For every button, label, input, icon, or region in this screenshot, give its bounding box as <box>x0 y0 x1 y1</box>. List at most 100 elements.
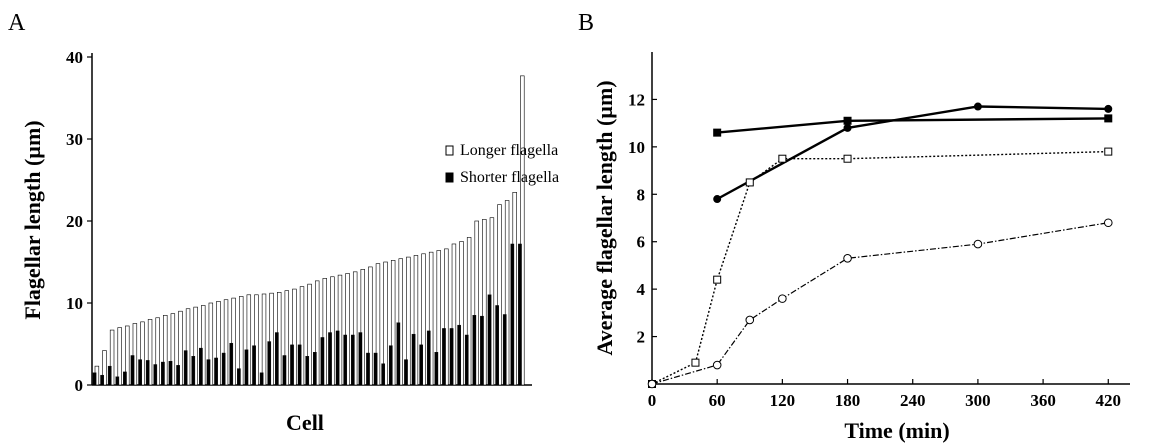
filled-square-marker <box>843 116 852 125</box>
bar-shorter-flagella <box>168 361 173 386</box>
panel-a-legend: Longer flagella Shorter flagella <box>445 142 559 186</box>
open-square-marker <box>691 358 700 367</box>
panel-b-x-tick-label: 300 <box>965 391 991 410</box>
bar-shorter-flagella <box>191 356 196 386</box>
panel-b-x-tick-label: 0 <box>648 391 657 410</box>
bar-shorter-flagella <box>396 322 401 386</box>
panel-a-y-tick-label: 0 <box>75 376 84 395</box>
bar-shorter-flagella <box>472 315 477 386</box>
bar-shorter-flagella <box>358 332 363 386</box>
bar-longer-flagella <box>132 323 138 386</box>
legend-open-square-icon <box>445 145 454 156</box>
bar-shorter-flagella <box>282 355 287 386</box>
filled-square-marker <box>1104 114 1113 123</box>
bar-shorter-flagella <box>449 328 454 386</box>
bar-shorter-flagella <box>411 333 416 386</box>
bar-shorter-flagella <box>426 330 431 386</box>
bar-shorter-flagella <box>92 372 97 386</box>
open-square-marker <box>713 275 722 284</box>
bar-longer-flagella <box>201 305 206 386</box>
bar-shorter-flagella <box>419 344 423 386</box>
panel-b-x-tick-label: 60 <box>709 391 726 410</box>
panel-b-y-tick-label: 2 <box>637 328 646 347</box>
bar-longer-flagella <box>117 327 122 386</box>
bar-longer-flagella <box>482 219 487 386</box>
bar-longer-flagella <box>125 325 130 386</box>
panel-a-y-tick-label: 30 <box>66 130 83 149</box>
bar-longer-flagella <box>428 251 434 386</box>
bar-shorter-flagella <box>442 328 446 386</box>
panel-a-bars <box>92 75 525 386</box>
bar-shorter-flagella <box>335 330 340 386</box>
bar-shorter-flagella <box>100 374 104 386</box>
bar-shorter-flagella <box>457 324 461 386</box>
bar-shorter-flagella <box>145 360 150 386</box>
bar-shorter-flagella <box>115 376 120 386</box>
panel-b-markers <box>647 102 1113 389</box>
bar-shorter-flagella <box>388 345 393 386</box>
bar-longer-flagella <box>246 294 252 386</box>
bar-shorter-flagella <box>343 334 348 386</box>
bar-longer-flagella <box>140 321 145 386</box>
bar-longer-flagella <box>368 266 373 386</box>
filled-circle-marker <box>973 102 982 111</box>
panel-b-lines <box>651 105 1109 385</box>
bar-longer-flagella <box>345 273 350 386</box>
bar-shorter-flagella <box>199 347 203 386</box>
open-circle-marker <box>1103 218 1113 228</box>
panel-b-x-tick-label: 180 <box>835 391 861 410</box>
open-square-marker <box>778 154 787 163</box>
open-circle-marker <box>973 239 983 249</box>
panel-b-letter: B <box>578 10 594 36</box>
bar-shorter-flagella <box>153 364 158 386</box>
bar-longer-flagella <box>102 350 107 386</box>
bar-longer-flagella <box>193 306 198 386</box>
panel-a-y-tick-label: 20 <box>66 212 83 231</box>
bar-shorter-flagella <box>237 368 241 386</box>
bar-longer-flagella <box>155 317 160 386</box>
open-square-marker <box>1104 147 1113 156</box>
bar-longer-flagella <box>497 204 502 386</box>
panel-b-x-tick-label: 120 <box>770 391 796 410</box>
bar-shorter-flagella <box>259 372 264 386</box>
bar-shorter-flagella <box>510 243 515 386</box>
legend-label-longer: Longer flagella <box>460 142 558 159</box>
bar-shorter-flagella <box>487 294 492 386</box>
bar-longer-flagella <box>421 253 426 386</box>
panel-b-y-axis-title: Average flagellar length (µm) <box>592 80 617 355</box>
bar-longer-flagella <box>163 314 168 386</box>
series-line-filled-circle <box>716 105 1109 201</box>
bar-longer-flagella <box>398 258 403 386</box>
bar-longer-flagella <box>360 269 365 386</box>
open-square-marker <box>745 178 754 187</box>
bar-longer-flagella <box>185 308 191 386</box>
bar-longer-flagella <box>239 296 244 386</box>
open-circle-marker <box>712 360 722 370</box>
open-square-marker <box>843 154 852 163</box>
panel-b-y-tick-label: 8 <box>637 185 646 204</box>
bar-shorter-flagella <box>107 365 112 386</box>
bar-shorter-flagella <box>381 363 386 386</box>
bar-longer-flagella <box>413 255 419 386</box>
bar-longer-flagella <box>147 319 153 386</box>
bar-shorter-flagella <box>244 349 249 386</box>
bar-shorter-flagella <box>313 352 317 386</box>
bar-longer-flagella <box>208 302 214 386</box>
bar-shorter-flagella <box>290 344 294 386</box>
bar-longer-flagella <box>170 313 176 386</box>
bar-shorter-flagella <box>366 352 370 386</box>
bar-shorter-flagella <box>350 334 355 386</box>
bar-longer-flagella <box>109 329 115 386</box>
bar-longer-flagella <box>444 248 449 386</box>
panel-b-x-tick-label: 240 <box>900 391 926 410</box>
bar-longer-flagella <box>231 297 236 386</box>
bar-longer-flagella <box>352 271 358 386</box>
legend-filled-square-icon <box>445 172 454 183</box>
panel-a-y-tick-label: 40 <box>66 48 83 67</box>
bar-shorter-flagella <box>229 342 234 386</box>
bar-shorter-flagella <box>138 359 142 386</box>
bar-shorter-flagella <box>502 314 507 386</box>
bar-longer-flagella <box>330 276 335 386</box>
bar-longer-flagella <box>383 261 388 386</box>
